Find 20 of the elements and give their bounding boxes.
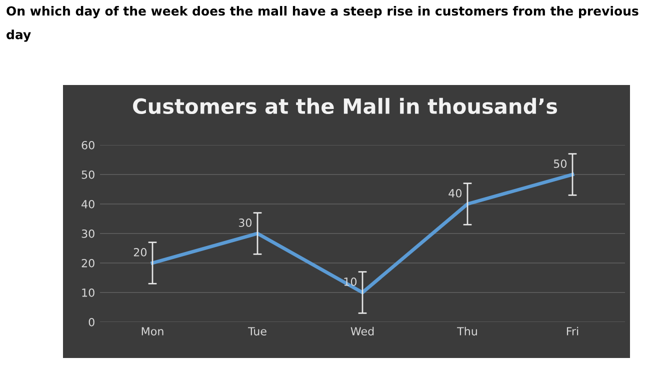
x-tick-label: Mon	[142, 327, 164, 336]
data-label: 10	[344, 278, 357, 286]
x-tick-label: Thu	[457, 326, 477, 336]
y-tick-label: 20	[82, 258, 94, 268]
y-tick-label: 0	[88, 318, 94, 326]
data-label: 30	[238, 218, 252, 227]
y-tick-label: 50	[82, 170, 94, 179]
x-tick-label: Fri	[566, 326, 578, 336]
y-tick-label: 30	[82, 229, 94, 238]
data-label: 20	[134, 248, 147, 256]
y-tick-label: 60	[82, 140, 94, 150]
y-tick-label: 40	[82, 200, 94, 208]
data-label: 40	[448, 189, 462, 198]
data-label: 50	[554, 160, 567, 168]
x-tick-label: Tue	[248, 327, 266, 336]
line-series	[150, 172, 574, 294]
text: On which day of the week does the mall have a steep rise in customers from the previous day	[6, 6, 638, 42]
x-tick-label: Wed	[350, 326, 374, 336]
chart-title: Customers at the Mall in thousand’s	[133, 98, 558, 114]
y-tick-label: 10	[82, 288, 94, 297]
